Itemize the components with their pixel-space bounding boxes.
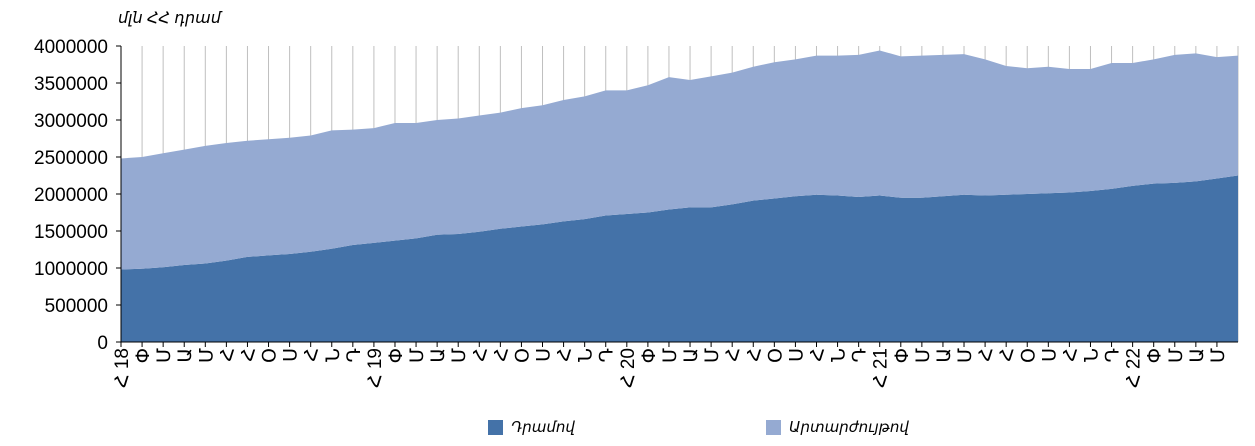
x-tick-label: Հ xyxy=(470,348,491,362)
legend-item-foreign-currency: Արտարժույթով xyxy=(766,418,909,436)
x-tick-label: Ս xyxy=(281,348,302,362)
x-tick-label: Դ xyxy=(1103,348,1124,362)
y-tick-label: 3500000 xyxy=(34,74,108,95)
x-tick-label: Հ xyxy=(238,348,259,362)
x-tick-label: Օ xyxy=(260,348,281,363)
x-tick-label: Հ xyxy=(807,348,828,362)
x-tick-label: Ա xyxy=(175,348,196,363)
x-tick-label: Ա xyxy=(1187,348,1208,363)
y-tick-label: 1500000 xyxy=(34,222,108,243)
x-tick-label: Ս xyxy=(534,348,555,362)
x-tick-label: Փ xyxy=(386,348,407,363)
x-tick-label: Փ xyxy=(892,348,913,363)
x-tick-label: Հ 22 xyxy=(1124,348,1145,388)
x-tick-label: Ն xyxy=(576,348,597,362)
y-tick-label: 4000000 xyxy=(34,37,108,58)
y-tick-label: 500000 xyxy=(45,296,108,317)
legend-swatch-dram xyxy=(488,419,503,435)
x-tick-label: Մ xyxy=(196,348,217,363)
x-tick-label: Փ xyxy=(1145,348,1166,363)
y-tick-label: 3000000 xyxy=(34,111,108,132)
series-areas xyxy=(121,50,1238,342)
x-tick-label: Ն xyxy=(1081,348,1102,362)
x-tick-label: Մ xyxy=(955,348,976,363)
x-tick-label: Ն xyxy=(829,348,850,362)
x-tick-label: Մ xyxy=(154,348,175,363)
x-tick-label: Ա xyxy=(428,348,449,363)
x-tick-label: Հ 21 xyxy=(871,348,892,388)
x-tick-label: Մ xyxy=(1166,348,1187,363)
x-tick-label: Փ xyxy=(639,348,660,363)
x-tick-label: Հ xyxy=(217,348,238,362)
stacked-area-chart: 0 500000 1000000 1500000 2000000 2500000 30000… xyxy=(34,37,1239,388)
x-tick-label: Մ xyxy=(407,348,428,363)
x-tick-label: Օ xyxy=(512,348,533,363)
x-tick-label: Ն xyxy=(323,348,344,362)
x-tick-label: Դ xyxy=(597,348,618,362)
x-tick-label: Ա xyxy=(934,348,955,363)
x-tick-label: Դ xyxy=(344,348,365,362)
axes xyxy=(116,45,1238,347)
x-tick-label: Օ xyxy=(1018,348,1039,363)
y-tick-label: 2000000 xyxy=(34,185,108,206)
x-tick-label: Հ xyxy=(723,348,744,362)
x-tick-label: Հ xyxy=(976,348,997,362)
x-tick-label: Մ xyxy=(1208,348,1229,363)
x-tick-label: Օ xyxy=(765,348,786,363)
x-tick-label: Հ xyxy=(491,348,512,362)
x-tick-label: Ս xyxy=(786,348,807,362)
unit-label: մլն ՀՀ դրամ xyxy=(118,10,221,27)
legend: Դրամով Արտարժույթով xyxy=(0,418,1255,442)
legend-item-dram: Դրամով xyxy=(488,418,575,436)
x-tick-label: Հ 19 xyxy=(365,348,386,388)
x-tick-label: Հ xyxy=(1060,348,1081,362)
x-tick-label: Ա xyxy=(681,348,702,363)
x-tick-label: Դ xyxy=(850,348,871,362)
x-tick-label: Հ 18 xyxy=(112,348,133,388)
series-area-1 xyxy=(121,50,1238,270)
x-tick-label: Հ xyxy=(555,348,576,362)
x-tick-label: Մ xyxy=(913,348,934,363)
x-tick-label: Փ xyxy=(133,348,154,363)
series-area-0 xyxy=(121,175,1238,342)
x-tick-label: Հ xyxy=(744,348,765,362)
x-tick-label: Մ xyxy=(702,348,723,363)
x-tick-label: Հ xyxy=(997,348,1018,362)
x-tick-label: Հ xyxy=(302,348,323,362)
y-tick-label: 1000000 xyxy=(34,259,108,280)
x-tick-labels: Հ 18 Փ Մ Ա Մ Հ Հ Օ Ս Հ Ն Դ Հ 19 Փ Մ Ա Մ Հ Հ Օ Ս Հ Ն Դ Հ 20 Փ Մ Ա Մ Հ Հ… xyxy=(112,348,1229,388)
x-tick-label: Ս xyxy=(1039,348,1060,362)
x-tick-label: Մ xyxy=(449,348,470,363)
legend-swatch-foreign-currency xyxy=(766,419,781,435)
y-tick-label: 0 xyxy=(97,333,108,354)
legend-label-foreign-currency: Արտարժույթով xyxy=(789,419,909,436)
y-tick-label: 2500000 xyxy=(34,148,108,169)
legend-label-dram: Դրամով xyxy=(511,419,575,436)
x-tick-label: Հ 20 xyxy=(618,348,639,388)
y-tick-labels: 0 500000 1000000 1500000 2000000 2500000 30000… xyxy=(34,37,108,354)
x-tick-label: Մ xyxy=(660,348,681,363)
